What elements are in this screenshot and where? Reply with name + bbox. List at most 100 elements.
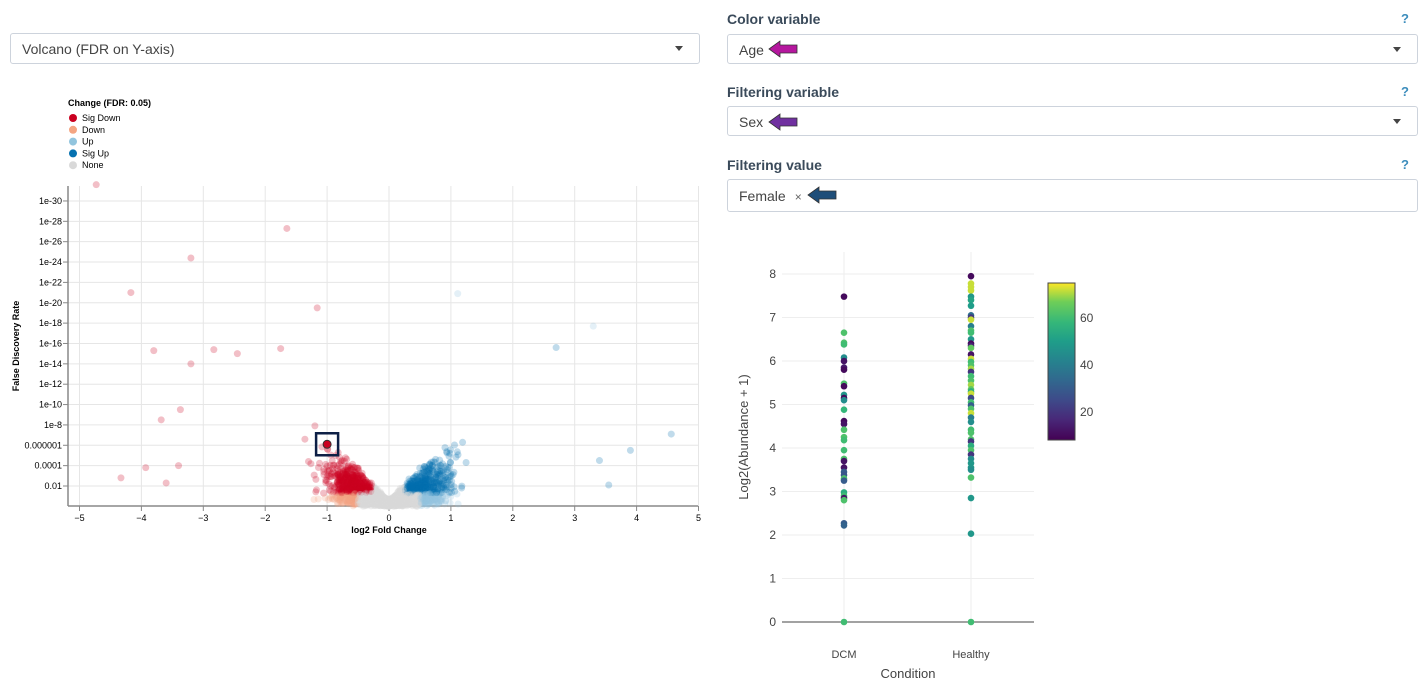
data-point: [387, 498, 395, 506]
data-point: [373, 494, 381, 502]
data-point: [402, 495, 410, 502]
y-tick-label: 0.0001: [34, 461, 62, 471]
data-point: [397, 501, 405, 509]
data-point: [385, 502, 393, 510]
data-point: [387, 497, 395, 505]
data-point: [372, 484, 380, 492]
data-point: [393, 494, 401, 502]
data-point: [410, 492, 418, 500]
data-point: [187, 254, 195, 262]
data-point: [362, 492, 370, 499]
data-point: [391, 498, 399, 505]
data-point: [378, 494, 386, 501]
y-tick-label: 8: [769, 267, 776, 281]
data-point: [370, 485, 378, 492]
data-point: [379, 498, 387, 506]
plot-type-select[interactable]: Volcano (FDR on Y-axis): [10, 33, 700, 64]
data-point: [359, 500, 367, 508]
data-point: [376, 490, 384, 498]
data-point: [395, 492, 403, 500]
x-tick-label: −3: [198, 513, 208, 523]
data-point: [399, 501, 407, 509]
data-point: [439, 460, 446, 468]
data-point: [345, 493, 353, 501]
data-point: [359, 498, 367, 506]
data-point: [384, 501, 392, 509]
data-point: [380, 499, 388, 507]
data-point: [420, 496, 428, 504]
data-point: [420, 494, 428, 501]
data-point: [384, 502, 392, 510]
data-point: [397, 495, 405, 503]
data-point: [417, 496, 425, 504]
data-point: [389, 495, 397, 503]
data-point: [344, 479, 351, 487]
color-variable-select[interactable]: Age: [727, 34, 1418, 64]
data-point: [379, 501, 386, 509]
data-point: [373, 495, 381, 503]
data-point: [376, 494, 384, 502]
data-point: [378, 496, 386, 504]
data-point: [552, 344, 560, 352]
data-point: [339, 489, 347, 497]
data-point: [387, 494, 395, 502]
data-point: [407, 491, 415, 499]
data-point: [406, 489, 414, 497]
data-point: [388, 495, 396, 503]
data-point: [401, 493, 409, 501]
data-point: [365, 489, 373, 497]
filtering-value-input[interactable]: Female ×: [727, 179, 1418, 212]
data-point: [412, 496, 420, 504]
data-point: [382, 496, 389, 504]
data-point: [375, 492, 383, 500]
data-point: [369, 491, 377, 499]
data-point: [418, 493, 426, 501]
data-point: [392, 501, 400, 509]
data-point: [406, 484, 413, 492]
data-point: [335, 496, 342, 504]
data-point: [407, 498, 415, 506]
data-point: [377, 496, 385, 504]
data-point: [428, 486, 436, 494]
data-point: [382, 497, 390, 505]
data-point: [384, 500, 392, 508]
data-point: [443, 448, 451, 456]
data-point: [388, 495, 396, 503]
data-point: [366, 493, 374, 501]
data-point: [435, 490, 443, 498]
help-icon[interactable]: ?: [1401, 84, 1409, 99]
data-point: [840, 496, 848, 504]
data-point: [387, 498, 395, 506]
data-point: [380, 497, 388, 505]
data-point: [418, 472, 426, 480]
data-point: [340, 474, 348, 482]
data-point: [390, 497, 398, 505]
data-point: [372, 492, 380, 499]
data-point: [395, 494, 403, 502]
data-point: [349, 472, 357, 480]
help-icon[interactable]: ?: [1401, 11, 1409, 26]
data-point: [417, 494, 425, 502]
data-point: [393, 499, 401, 506]
data-point: [382, 501, 390, 509]
data-point: [342, 473, 350, 481]
help-icon[interactable]: ?: [1401, 157, 1409, 172]
data-point: [426, 472, 434, 480]
filtering-variable-select[interactable]: Sex: [727, 106, 1418, 136]
data-point: [430, 479, 438, 487]
data-point: [403, 501, 411, 509]
data-point: [434, 472, 442, 480]
data-point: [379, 501, 386, 509]
data-point: [403, 487, 411, 495]
data-point: [434, 467, 441, 475]
data-point: [350, 495, 358, 503]
remove-tag-button[interactable]: ×: [794, 190, 802, 204]
data-point: [353, 481, 361, 489]
data-point: [394, 495, 401, 503]
data-point: [392, 500, 399, 508]
data-point: [426, 495, 434, 503]
data-point: [389, 499, 397, 507]
data-point: [391, 502, 399, 509]
